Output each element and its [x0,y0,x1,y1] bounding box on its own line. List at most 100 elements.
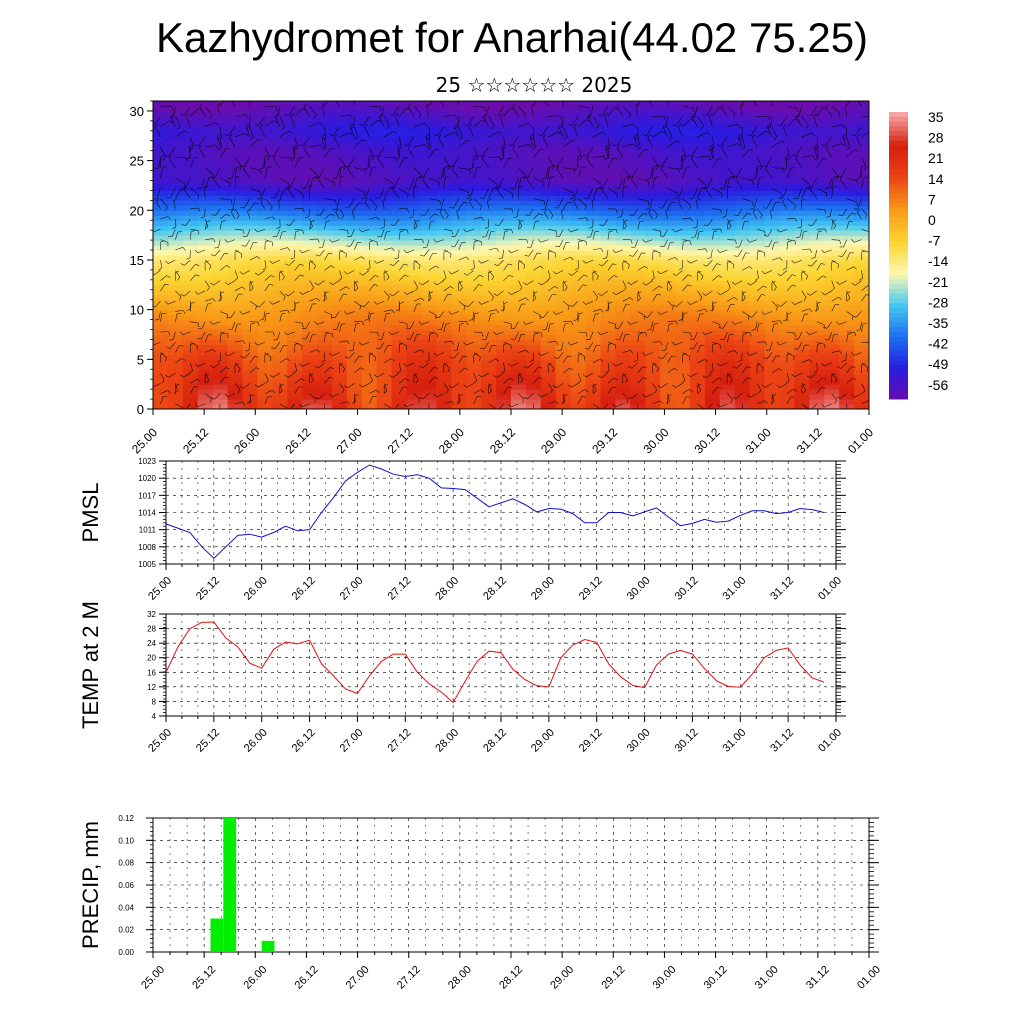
heatmap-cell [511,324,527,331]
heatmap-cell [675,125,691,132]
heatmap-cell [361,379,378,385]
heatmap-cell [332,140,348,147]
wind-barb [503,188,514,195]
heatmap-cell [406,274,423,281]
heatmap-cell [764,170,781,177]
wind-barb [452,383,459,389]
heatmap-cell [242,165,259,172]
heatmap-cell [242,170,259,177]
heatmap-cell [824,125,840,132]
heatmap-cell [630,150,646,157]
heatmap-cell [361,155,378,162]
heatmap-cell [302,354,318,360]
wind-barb-flag [491,125,495,130]
wind-barb-flag [302,208,305,212]
heatmap-cell [824,284,840,291]
wind-barb [186,116,191,127]
heatmap-cell [153,294,169,301]
wind-barb-flag [549,323,554,325]
heatmap-cell [615,180,631,187]
heatmap-cell [481,125,497,132]
wind-barb [473,167,478,179]
wind-barb-flag [588,107,591,112]
wind-barb [622,297,631,302]
wind-barb-flag [241,245,246,247]
wind-barb-flag [330,316,335,319]
wind-barb-flag [553,207,558,209]
heatmap-cell [227,369,244,375]
heatmap-cell [734,379,751,385]
wind-barb [249,324,252,333]
heatmap-cell [346,160,363,167]
heatmap-cell [346,220,363,226]
heatmap-cell [302,309,318,316]
wind-barb-flag [272,331,275,336]
wind-barb [592,248,601,251]
heatmap-cell [361,110,378,117]
heatmap-cell [197,150,214,157]
heatmap-cell [511,120,527,127]
heatmap-cell [481,364,497,370]
wind-barb-flag [339,363,344,366]
heatmap-cell [540,245,557,251]
heatmap-cell [481,299,497,306]
wind-barb-flag [518,260,523,263]
heatmap-cell [227,250,244,256]
heatmap-cell [615,255,631,261]
wind-barb [512,147,519,158]
wind-barb-flag [254,202,259,205]
wind-barb-flag [286,224,291,226]
wind-barb [413,221,416,230]
heatmap-cell [257,284,273,291]
wind-barb-flag [414,226,418,230]
heatmap-cell [242,210,259,216]
heatmap-cell [287,150,303,157]
wind-barb-flag [493,375,498,378]
heatmap-cell [615,145,631,152]
heatmap-cell [525,279,542,286]
wind-barb [308,208,310,217]
heatmap-cell [630,145,646,152]
wind-barb [438,311,445,318]
heatmap-cell [704,230,721,236]
heatmap-cell [153,220,169,226]
wind-barb [368,260,371,269]
heatmap-cell [660,130,676,137]
heatmap-cell [376,160,393,167]
heatmap-cell [361,170,378,177]
wind-barb-flag [156,198,159,203]
wind-barb-flag [495,358,499,362]
heatmap-cell [719,344,736,350]
heatmap-cell [555,324,572,331]
heatmap-cell [153,235,169,241]
heatmap-cell [496,284,512,291]
wind-barb [249,356,255,363]
heatmap-cell [719,354,736,360]
wind-barb [578,105,590,109]
wind-barb-flag [369,380,373,384]
heatmap-cell [809,255,825,261]
heatmap-cell [839,215,855,221]
heatmap-cell [466,379,482,385]
heatmap-cell [317,210,333,216]
heatmap-cell [481,404,497,409]
heatmap-cell [406,240,423,246]
heatmap-cell [570,250,587,256]
heatmap-cell [540,304,557,311]
wind-barb [272,259,280,264]
heatmap-cell [182,225,199,231]
heatmap-cell [749,379,766,385]
heatmap-cell [660,105,676,112]
wind-barb-flag [627,321,631,325]
heatmap-cell [660,404,676,409]
wind-barb-flag [347,230,349,235]
wind-barb [558,126,564,138]
heatmap-cell [451,269,467,276]
wind-barb [175,231,179,240]
heatmap-cell [182,329,199,336]
heatmap-cell [257,120,273,127]
heatmap-cell [272,354,288,360]
heatmap-cell [197,250,214,256]
wind-barb-flag [344,207,349,209]
heatmap-cell [302,389,318,395]
